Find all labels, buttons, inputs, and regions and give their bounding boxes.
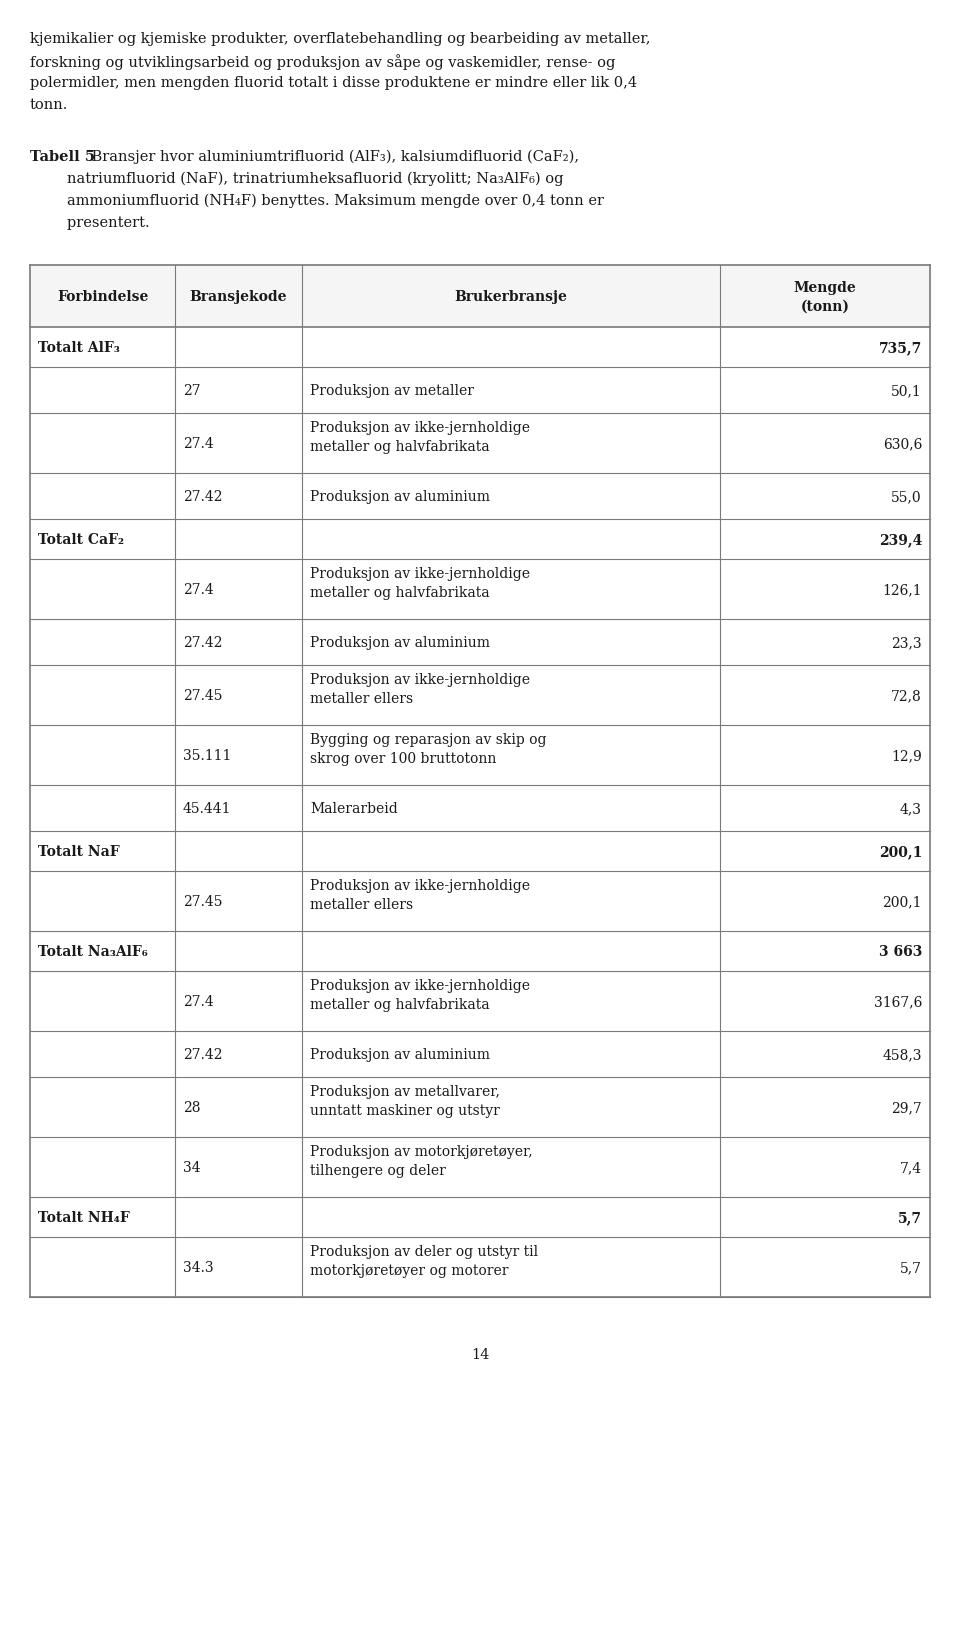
Text: 126,1: 126,1 [882, 582, 922, 597]
Text: Totalt NaF: Totalt NaF [38, 844, 120, 859]
Text: Mengde
(tonn): Mengde (tonn) [794, 280, 856, 313]
Text: 28: 28 [183, 1100, 201, 1115]
Text: Malerarbeid: Malerarbeid [310, 802, 397, 815]
Text: 55,0: 55,0 [892, 489, 922, 504]
Text: Forbindelse: Forbindelse [57, 290, 148, 303]
Text: 72,8: 72,8 [891, 688, 922, 703]
Text: Totalt NH₄F: Totalt NH₄F [38, 1209, 130, 1224]
Text: Produksjon av deler og utstyr til
motorkjøretøyer og motorer: Produksjon av deler og utstyr til motork… [310, 1244, 539, 1278]
Text: Produksjon av ikke-jernholdige
metaller og halvfabrikata: Produksjon av ikke-jernholdige metaller … [310, 978, 530, 1011]
Text: 27: 27 [183, 383, 201, 398]
Text: Produksjon av motorkjøretøyer,
tilhengere og deler: Produksjon av motorkjøretøyer, tilhenger… [310, 1144, 533, 1177]
Text: Totalt CaF₂: Totalt CaF₂ [38, 533, 124, 546]
Text: 27.45: 27.45 [183, 895, 223, 908]
Text: Totalt Na₃AlF₆: Totalt Na₃AlF₆ [38, 944, 148, 958]
Text: tonn.: tonn. [30, 98, 68, 112]
Text: 34.3: 34.3 [183, 1260, 214, 1275]
Text: Totalt AlF₃: Totalt AlF₃ [38, 341, 120, 355]
Text: Produksjon av metallvarer,
unntatt maskiner og utstyr: Produksjon av metallvarer, unntatt maski… [310, 1084, 500, 1117]
Text: Bransjekode: Bransjekode [190, 290, 287, 303]
Text: Bransjer hvor aluminiumtrifluorid (AlF₃), kalsiumdifluorid (CaF₂),: Bransjer hvor aluminiumtrifluorid (AlF₃)… [87, 150, 579, 165]
Text: 35.111: 35.111 [183, 748, 231, 763]
Text: 458,3: 458,3 [882, 1048, 922, 1061]
Text: 12,9: 12,9 [891, 748, 922, 763]
Text: presentert.: presentert. [30, 215, 150, 230]
Text: 200,1: 200,1 [882, 895, 922, 908]
Text: 4,3: 4,3 [900, 802, 922, 815]
Text: 27.4: 27.4 [183, 437, 214, 452]
Text: natriumfluorid (NaF), trinatriumheksafluorid (kryolitt; Na₃AlF₆) og: natriumfluorid (NaF), trinatriumheksaflu… [30, 171, 564, 186]
Text: 14: 14 [470, 1346, 490, 1361]
Text: Produksjon av ikke-jernholdige
metaller og halvfabrikata: Produksjon av ikke-jernholdige metaller … [310, 567, 530, 600]
Text: 27.42: 27.42 [183, 489, 223, 504]
Text: 200,1: 200,1 [878, 844, 922, 859]
Text: 630,6: 630,6 [882, 437, 922, 452]
Text: 7,4: 7,4 [900, 1161, 922, 1174]
Text: Produksjon av aluminium: Produksjon av aluminium [310, 489, 490, 504]
Text: Produksjon av aluminium: Produksjon av aluminium [310, 636, 490, 650]
Text: Tabell 5: Tabell 5 [30, 150, 95, 165]
Text: Brukerbransje: Brukerbransje [455, 290, 567, 303]
Text: 45.441: 45.441 [183, 802, 231, 815]
Text: 3167,6: 3167,6 [874, 994, 922, 1009]
Text: forskning og utviklingsarbeid og produksjon av såpe og vaskemidler, rense- og: forskning og utviklingsarbeid og produks… [30, 54, 615, 70]
Text: Produksjon av aluminium: Produksjon av aluminium [310, 1048, 490, 1061]
Text: Produksjon av ikke-jernholdige
metaller ellers: Produksjon av ikke-jernholdige metaller … [310, 879, 530, 911]
Text: 34: 34 [183, 1161, 201, 1174]
Text: 27.42: 27.42 [183, 1048, 223, 1061]
Text: 50,1: 50,1 [891, 383, 922, 398]
Text: ammoniumfluorid (NH₄F) benyttes. Maksimum mengde over 0,4 tonn er: ammoniumfluorid (NH₄F) benyttes. Maksimu… [30, 194, 604, 209]
Text: Bygging og reparasjon av skip og
skrog over 100 bruttotonn: Bygging og reparasjon av skip og skrog o… [310, 732, 546, 766]
Text: kjemikalier og kjemiske produkter, overflatebehandling og bearbeiding av metalle: kjemikalier og kjemiske produkter, overf… [30, 33, 651, 46]
Text: 23,3: 23,3 [892, 636, 922, 650]
Text: Produksjon av ikke-jernholdige
metaller ellers: Produksjon av ikke-jernholdige metaller … [310, 673, 530, 706]
Text: polermidler, men mengden fluorid totalt i disse produktene er mindre eller lik 0: polermidler, men mengden fluorid totalt … [30, 77, 637, 90]
Text: 3 663: 3 663 [878, 944, 922, 958]
Text: 27.45: 27.45 [183, 688, 223, 703]
Text: 29,7: 29,7 [891, 1100, 922, 1115]
Text: 735,7: 735,7 [878, 341, 922, 355]
Text: Produksjon av ikke-jernholdige
metaller og halvfabrikata: Produksjon av ikke-jernholdige metaller … [310, 421, 530, 453]
Text: 27.42: 27.42 [183, 636, 223, 650]
Text: 5,7: 5,7 [898, 1209, 922, 1224]
Text: 27.4: 27.4 [183, 582, 214, 597]
Text: Produksjon av metaller: Produksjon av metaller [310, 383, 474, 398]
Text: 239,4: 239,4 [878, 533, 922, 546]
Text: 5,7: 5,7 [900, 1260, 922, 1275]
Text: 27.4: 27.4 [183, 994, 214, 1009]
